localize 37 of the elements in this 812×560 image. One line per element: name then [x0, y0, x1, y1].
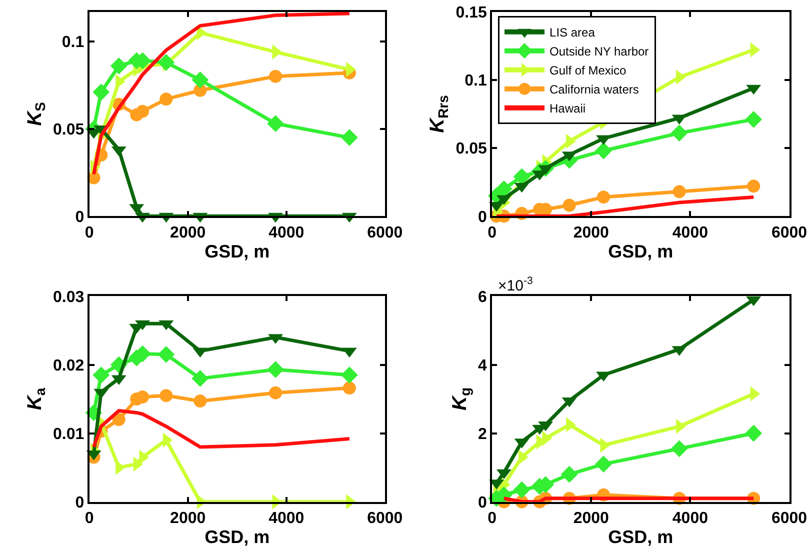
legend-label: LIS area [550, 26, 596, 40]
y-tick-label: 0 [75, 494, 84, 512]
y-tick-label: 0.05 [456, 140, 487, 158]
x-tick-label: 6000 [367, 224, 403, 242]
y-tick-label: 0.01 [52, 426, 84, 443]
x-tick-label: 6000 [367, 510, 403, 527]
legend-label: Hawaii [550, 102, 586, 116]
x-tick-label: 6000 [771, 224, 808, 242]
x-tick-label: 4000 [268, 224, 304, 242]
y-tick-label: 0.05 [52, 121, 84, 138]
y-tick-label: 0 [478, 208, 487, 226]
y-tick-label: 2 [478, 426, 487, 443]
legend-label: Outside NY harbor [550, 44, 649, 59]
text: ×10$^{-3}$ [498, 275, 533, 294]
x-axis-title: GSD, m [204, 241, 270, 262]
x-tick-label: 4000 [268, 510, 304, 527]
y-tick-label: 0 [478, 494, 487, 512]
y-tick-label: 0.1 [464, 72, 487, 90]
x-tick-label: 6000 [771, 510, 808, 527]
y-tick-label: 0.15 [456, 4, 487, 22]
x-tick-label: 2000 [170, 224, 206, 242]
x-tick-label: 2000 [573, 224, 610, 242]
y-tick-label: 4 [478, 357, 487, 374]
y-tick-label: 0 [75, 208, 84, 226]
x-axis-title: GSD, m [608, 241, 674, 262]
legend-label: California waters [550, 82, 639, 97]
x-tick-label: 4000 [672, 510, 708, 527]
x-axis-title: GSD, m [608, 526, 674, 547]
y-tick-label: 0.03 [52, 288, 84, 306]
y-tick-label: 6 [478, 288, 487, 306]
x-tick-label: 2000 [573, 510, 610, 527]
x-axis-title: GSD, m [204, 526, 270, 547]
x-tick-label: 4000 [672, 224, 708, 242]
legend-label: Gulf of Mexico [550, 64, 627, 78]
x-tick-label: 2000 [170, 510, 206, 527]
y-tick-label: 0.02 [52, 357, 84, 374]
y-tick-label: 0.1 [62, 34, 84, 52]
